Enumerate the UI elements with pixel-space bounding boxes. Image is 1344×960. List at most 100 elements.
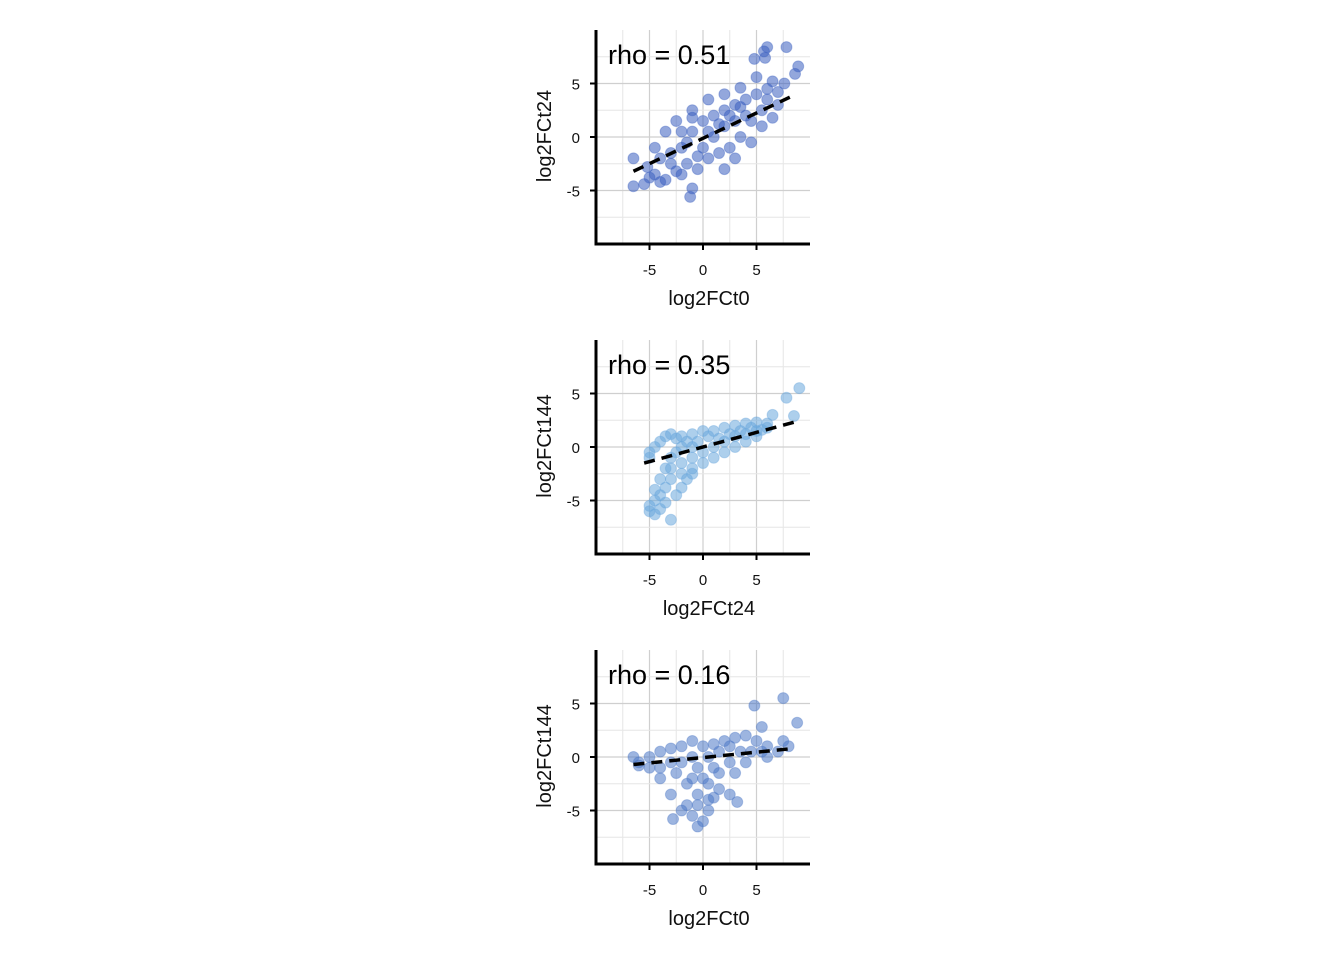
scatter-points xyxy=(627,41,805,203)
data-point xyxy=(761,93,774,106)
data-point xyxy=(686,772,699,785)
data-point xyxy=(702,152,715,165)
data-point xyxy=(778,77,791,90)
y-tick-label: 0 xyxy=(572,130,580,147)
data-point xyxy=(691,820,704,833)
data-point xyxy=(675,125,688,138)
data-point xyxy=(718,446,731,459)
data-point xyxy=(792,60,805,73)
trend-line xyxy=(633,746,795,767)
data-point xyxy=(723,109,736,122)
y-tick-label: 0 xyxy=(572,440,580,457)
x-tick-label: -5 xyxy=(643,572,656,589)
data-point xyxy=(761,82,774,95)
data-point xyxy=(697,772,709,785)
data-point xyxy=(659,125,672,138)
data-point xyxy=(686,125,699,138)
data-point xyxy=(686,451,699,464)
data-point xyxy=(739,756,752,769)
data-point xyxy=(755,120,768,133)
x-tick-label: 5 xyxy=(752,262,760,279)
data-point xyxy=(780,391,793,404)
scatter-points xyxy=(627,692,804,833)
data-point xyxy=(750,734,763,747)
data-point xyxy=(707,451,720,464)
scatter-panel-2: -5 0 5 -5 0 5 log2FCt24 log2FCt144 rho = 0.35 xyxy=(534,340,810,620)
data-point xyxy=(713,745,726,758)
data-point xyxy=(739,729,752,742)
data-point xyxy=(680,799,693,812)
scatter-points xyxy=(643,382,806,526)
x-tick-label: -5 xyxy=(643,262,656,279)
data-point xyxy=(648,483,661,496)
data-point xyxy=(648,141,661,154)
x-axis-title: log2FCt24 xyxy=(663,598,755,620)
trend-line xyxy=(643,419,798,465)
data-point xyxy=(654,745,667,758)
data-point xyxy=(659,173,672,186)
y-axis-title: log2FCt144 xyxy=(534,394,556,497)
data-point xyxy=(766,408,779,421)
data-point xyxy=(664,788,677,801)
data-point xyxy=(713,147,726,160)
data-point xyxy=(755,721,768,734)
data-point xyxy=(691,435,704,448)
data-point xyxy=(748,52,761,65)
data-point xyxy=(723,756,736,769)
x-tick-label: 0 xyxy=(699,262,707,279)
data-point xyxy=(702,793,715,806)
y-tick-label: 5 xyxy=(572,697,580,714)
data-point xyxy=(680,157,693,170)
x-tick-label: 0 xyxy=(699,882,707,899)
data-point xyxy=(686,809,699,822)
data-point xyxy=(702,804,715,817)
data-point xyxy=(664,513,677,526)
data-point xyxy=(664,462,677,475)
data-point xyxy=(670,767,683,780)
data-point xyxy=(713,783,726,796)
data-point xyxy=(750,88,763,101)
data-point xyxy=(702,93,715,106)
rho-annotation: rho = 0.16 xyxy=(608,660,730,690)
data-point xyxy=(771,86,784,99)
data-point xyxy=(684,190,697,203)
data-point xyxy=(766,111,779,124)
data-point xyxy=(691,163,704,176)
trend-line xyxy=(632,93,795,173)
x-axis-title: log2FCt0 xyxy=(668,288,749,310)
x-tick-label: 5 xyxy=(752,572,760,589)
x-tick-label: -5 xyxy=(643,882,656,899)
data-point xyxy=(691,799,704,812)
data-point xyxy=(729,152,742,165)
data-point xyxy=(667,813,680,826)
data-point xyxy=(729,441,742,453)
data-point xyxy=(729,767,742,780)
x-tick-label: 5 xyxy=(752,882,760,899)
x-axis-title: log2FCt0 xyxy=(668,908,749,930)
data-point xyxy=(627,152,640,165)
data-point xyxy=(670,165,683,178)
data-point xyxy=(729,731,742,744)
data-point xyxy=(777,692,790,705)
data-point xyxy=(654,473,667,486)
data-point xyxy=(780,41,793,54)
data-point xyxy=(686,467,699,480)
y-tick-label: 0 xyxy=(572,750,580,767)
data-point xyxy=(723,788,736,801)
data-point xyxy=(702,430,715,443)
data-point xyxy=(675,481,688,494)
data-point xyxy=(686,111,699,124)
data-point xyxy=(686,734,699,747)
data-point xyxy=(664,742,677,755)
data-point xyxy=(675,740,688,753)
y-tick-label: -5 xyxy=(567,494,580,511)
data-point xyxy=(627,180,640,193)
y-axis-title: log2FCt144 xyxy=(534,704,556,807)
rho-annotation: rho = 0.35 xyxy=(608,350,730,380)
y-tick-label: -5 xyxy=(567,804,580,821)
data-point xyxy=(697,457,709,470)
data-point xyxy=(697,141,709,154)
